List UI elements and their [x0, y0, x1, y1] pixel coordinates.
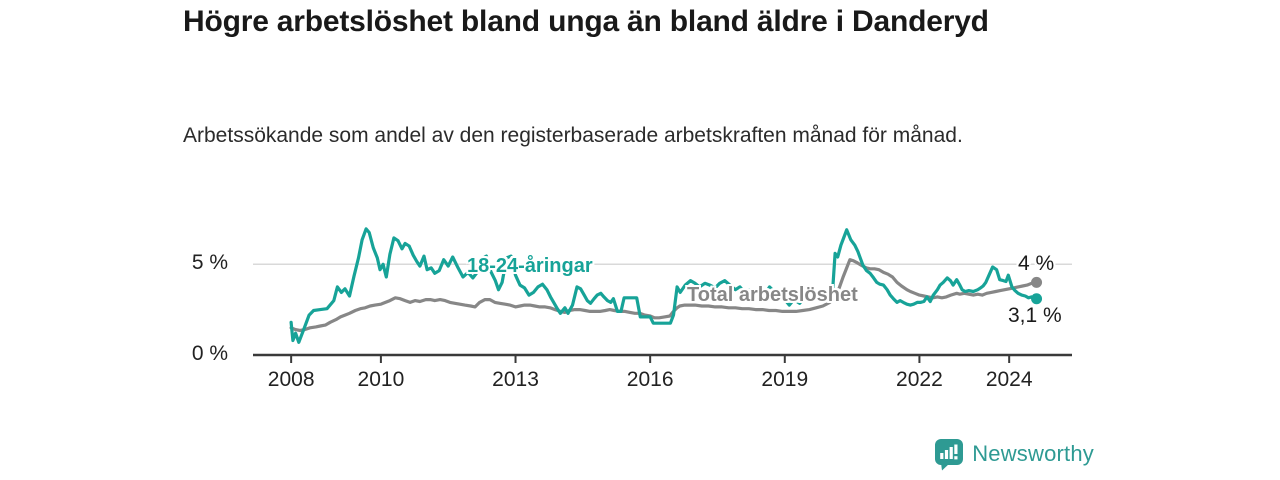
series-end-dot-young [1031, 293, 1043, 305]
series-line-young [289, 227, 1039, 344]
newsworthy-wordmark: Newsworthy [972, 441, 1094, 466]
x-axis-tick-label: 2022 [896, 368, 943, 391]
x-axis-tick-label: 2019 [761, 368, 808, 391]
y-axis-tick-label-0: 0 % [191, 342, 228, 365]
end-value-label-young: 3,1 % [1008, 304, 1062, 327]
page-title: Högre arbetslöshet bland unga än bland ä… [183, 5, 989, 38]
x-axis-tick-label: 2016 [627, 368, 674, 391]
x-axis-tick-label: 2010 [358, 368, 405, 391]
newsworthy-logo[interactable]: Newsworthy [934, 438, 1094, 470]
chart-subtitle: Arbetssökande som andel av den registerb… [183, 124, 963, 147]
series-label-total: Total arbetslöshet [687, 284, 858, 306]
x-axis-tick-label: 2013 [492, 368, 539, 391]
x-axis-tick-label: 2024 [986, 368, 1033, 391]
y-axis-tick-label-5: 5 % [191, 251, 228, 274]
line-chart: 2008 2010 2013 2016 2019 2022 2024 [253, 227, 1072, 391]
line-chart-area: 2008 2010 2013 2016 2019 2022 2024 5 % 0 % 18-… [180, 210, 1280, 400]
series-end-dot-total [1031, 276, 1043, 288]
newsworthy-bars-icon [935, 438, 964, 470]
x-axis-tick-label: 2008 [268, 368, 315, 391]
series-label-young: 18-24-åringar [467, 255, 593, 277]
end-value-label-total: 4 % [1018, 252, 1055, 275]
series-line-total [289, 258, 1039, 333]
